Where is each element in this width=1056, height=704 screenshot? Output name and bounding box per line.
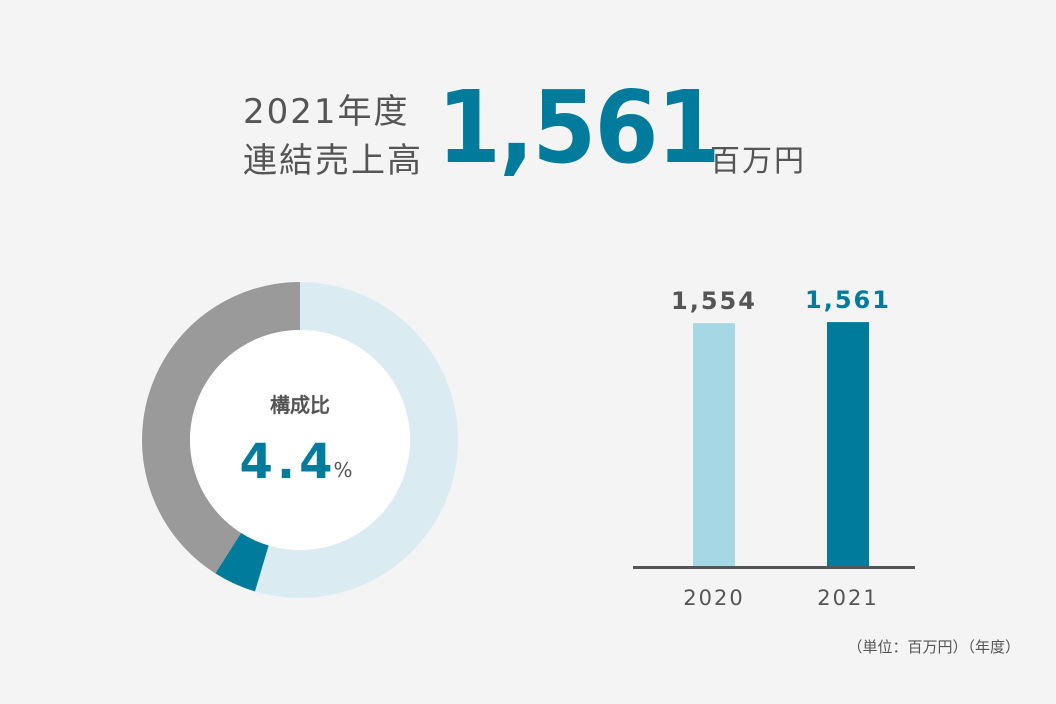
bar-value-label-2021: 1,561 <box>805 286 891 314</box>
composition-donut-chart <box>141 282 458 598</box>
donut-center-unit: % <box>333 458 352 482</box>
donut-title: 構成比 <box>270 393 330 417</box>
headline-unit: 百万円 <box>710 144 806 179</box>
bar-2020 <box>693 323 735 566</box>
unit-note: （単位：百万円）（年度） <box>847 638 1020 656</box>
donut-center-value: 4.4 <box>239 434 336 490</box>
bar-2021 <box>827 322 869 566</box>
headline-label: 連結売上高 <box>243 141 423 181</box>
headline-value: 1,561 <box>437 69 721 186</box>
donut-slice-2 <box>215 532 269 592</box>
donut-slice-3 <box>141 282 300 574</box>
sales-bar-chart: 1,554 2020 1,561 2021 <box>633 286 915 610</box>
bar-value-label-2020: 1,554 <box>671 287 757 315</box>
headline-year: 2021年度 <box>243 92 410 132</box>
x-tick-label-2020: 2020 <box>683 586 744 610</box>
x-tick-label-2021: 2021 <box>817 586 878 610</box>
headline: 2021年度 連結売上高 1,561 百万円 <box>0 0 1056 230</box>
donut-hole <box>190 330 410 550</box>
donut-slice-1 <box>254 282 458 598</box>
